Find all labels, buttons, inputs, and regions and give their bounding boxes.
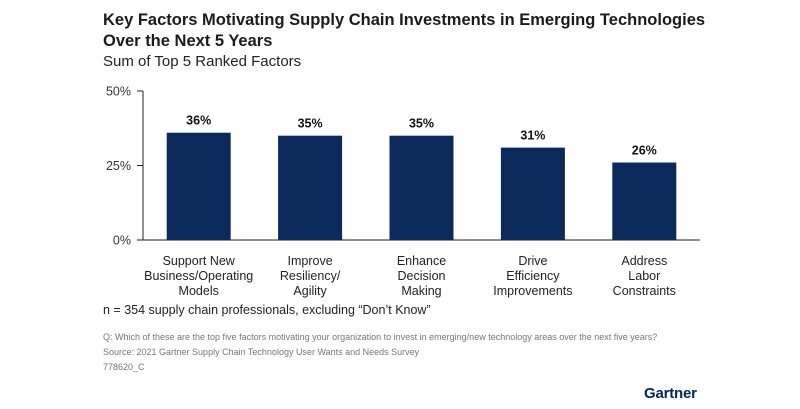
bar: [500, 147, 565, 240]
figure-code: 778620_C: [103, 362, 145, 372]
chart-title: Key Factors Motivating Supply Chain Inve…: [103, 11, 706, 50]
x-tick-label: Support New: [163, 254, 236, 268]
bar-chart: 0% 25% 50% 36% Support NewBusiness/Operating…: [106, 85, 700, 298]
x-tick-label: Drive: [518, 254, 547, 268]
chart-subtitle: Sum of Top 5 Ranked Factors: [103, 53, 302, 70]
source-note: Source: 2021 Gartner Supply Chain Techno…: [103, 347, 420, 357]
x-tick-label: Decision: [398, 269, 446, 283]
data-label: 26%: [632, 144, 657, 158]
y-tick-label: 50%: [106, 85, 131, 99]
bar: [278, 135, 343, 240]
bar: [389, 135, 454, 240]
x-tick-label: Efficiency: [506, 269, 560, 283]
data-label: 31%: [520, 129, 545, 143]
x-tick-label: Agility: [293, 284, 327, 298]
x-tick-label: Enhance: [397, 254, 446, 268]
sample-note: n = 354 supply chain professionals, excl…: [103, 303, 431, 317]
survey-question: Q: Which of these are the top five facto…: [103, 332, 658, 342]
bar: [612, 162, 677, 240]
x-tick-label: Making: [401, 284, 441, 298]
y-tick-label: 25%: [106, 159, 131, 173]
x-tick-label: Address: [621, 254, 667, 268]
x-tick-label: Labor: [628, 269, 660, 283]
x-tick-label: Improve: [288, 254, 333, 268]
gartner-logo: Gartner: [644, 385, 697, 402]
y-tick-label: 0%: [113, 234, 131, 248]
x-tick-label: Business/Operating: [144, 269, 253, 283]
data-label: 35%: [409, 117, 434, 131]
x-tick-label: Improvements: [493, 284, 572, 298]
data-label: 35%: [298, 117, 323, 131]
x-tick-label: Models: [179, 284, 219, 298]
x-tick-label: Resiliency/: [280, 269, 341, 283]
data-label: 36%: [186, 114, 211, 128]
bar: [166, 132, 231, 240]
x-tick-label: Constraints: [613, 284, 676, 298]
